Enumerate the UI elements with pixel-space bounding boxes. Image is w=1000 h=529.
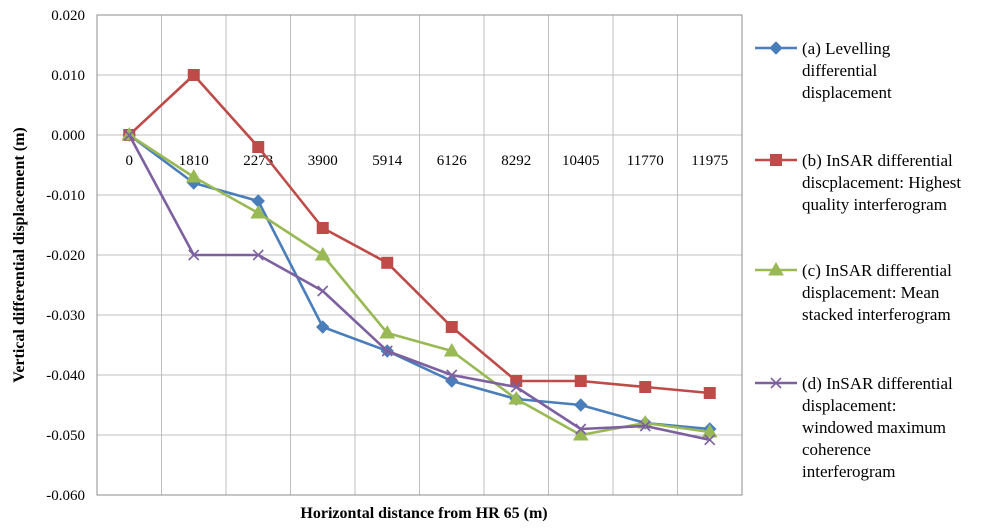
y-tick-label: 0.020 [51, 8, 85, 24]
y-tick-label: -0.040 [46, 368, 85, 384]
legend-label: coherence [802, 440, 871, 459]
y-tick-label: 0.000 [51, 128, 85, 144]
y-tick-label: -0.020 [46, 248, 85, 264]
data-point-square [703, 387, 716, 399]
series-group [121, 69, 718, 446]
x-tick-label: 6126 [437, 153, 468, 169]
data-point-x [252, 249, 264, 261]
data-point-x [639, 420, 651, 432]
legend-label: (d) InSAR differential [802, 374, 953, 393]
y-tick-label: 0.010 [51, 68, 85, 84]
x-tick-label: 10405 [562, 153, 600, 169]
data-point-x [381, 345, 393, 357]
legend-label: displacement: Mean [802, 283, 940, 302]
legend-label: quality interferogram [802, 195, 947, 214]
series-line [128, 134, 711, 442]
series-line [128, 73, 710, 395]
x-tick-label: 5914 [372, 153, 403, 169]
legend-label: stacked interferogram [802, 305, 951, 324]
x-tick-label: 11770 [627, 153, 664, 169]
data-point-triangle [314, 247, 331, 261]
data-point-x [317, 285, 329, 297]
legend-label: interferogram [802, 462, 895, 481]
legend-entry: (b) InSAR differential discplacement: Hig… [755, 151, 961, 214]
data-point-triangle [443, 343, 460, 357]
series-d [123, 129, 716, 446]
legend-label: displacement [802, 83, 892, 102]
data-point-x [123, 129, 135, 141]
data-point-x [446, 369, 458, 381]
series-line [128, 133, 710, 431]
data-point-triangle [701, 424, 718, 438]
data-point-square [574, 375, 587, 387]
data-point-triangle [379, 325, 396, 339]
x-tick-label: 11975 [691, 153, 728, 169]
y-tick-label: -0.060 [46, 488, 85, 504]
legend: (a) Levelling differential displacement (b)… [755, 39, 961, 481]
legend-label: (a) Levelling [802, 39, 891, 58]
y-axis-title: Vertical differential displacement (m) [11, 127, 28, 383]
plot-area-border [96, 14, 743, 496]
series-c [121, 127, 718, 441]
y-tick-label: -0.030 [46, 308, 85, 324]
x-tick-label: 3900 [308, 153, 338, 169]
legend-label: differential [802, 61, 877, 80]
data-point-square [381, 256, 394, 269]
x-axis-tick-labels: 0 1810 2273 3900 5914 6126 8292 10405 11770 11975 [126, 153, 729, 169]
data-point-triangle [508, 391, 525, 405]
legend-entry: (d) InSAR differential displacement: windo… [755, 374, 953, 481]
data-point-triangle [185, 169, 202, 183]
data-point-diamond [574, 398, 588, 412]
data-point-x [510, 381, 522, 393]
data-point-square [316, 222, 329, 234]
data-point-x [704, 434, 716, 446]
legend-label: (c) InSAR differential [802, 261, 952, 280]
x-tick-label: 8292 [501, 153, 531, 169]
x-tick-label: 1810 [179, 153, 209, 169]
legend-entry: (c) InSAR differential displacement: Mean… [755, 261, 952, 324]
data-point-x [188, 249, 200, 261]
data-point-square [252, 141, 265, 153]
legend-label: windowed maximum [802, 418, 946, 437]
data-point-square [639, 381, 652, 393]
y-axis-tick-labels: 0.020 0.010 0.000 -0.010 -0.020 -0.030 -0.040 -… [46, 8, 85, 504]
series-line [128, 133, 710, 437]
data-point-triangle [250, 205, 267, 219]
data-point-x [770, 377, 782, 389]
data-point-diamond [769, 41, 783, 55]
data-point-square [187, 69, 200, 81]
data-point-square [510, 375, 523, 387]
data-point-square [445, 321, 458, 333]
legend-label: discplacement: Highest [802, 173, 961, 192]
data-point-x [575, 423, 587, 435]
data-point-square [770, 154, 782, 166]
grid-lines [96, 14, 743, 496]
legend-label: (b) InSAR differential [802, 151, 953, 170]
x-tick-label: 0 [126, 153, 134, 169]
data-point-diamond [316, 320, 330, 334]
data-point-triangle [768, 262, 784, 276]
y-tick-label: -0.010 [46, 188, 85, 204]
data-point-triangle [572, 427, 589, 441]
x-axis-title: Horizontal distance from HR 65 (m) [300, 505, 547, 522]
legend-entry: (a) Levelling differential displacement [755, 39, 892, 102]
y-tick-label: -0.050 [46, 428, 85, 444]
legend-label: displacement: [802, 396, 896, 415]
